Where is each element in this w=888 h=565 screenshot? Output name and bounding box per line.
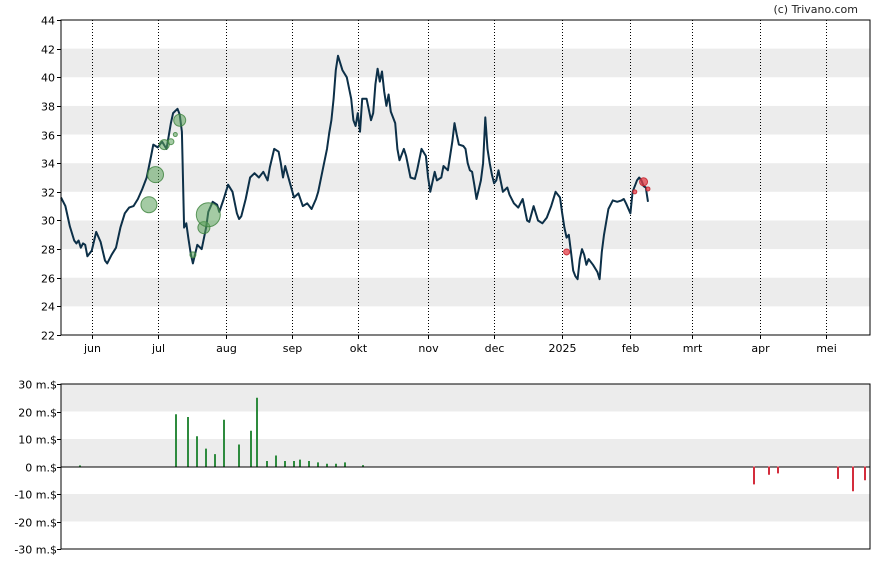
y-tick-label: 24 <box>41 301 55 314</box>
buy-bubble <box>189 251 197 259</box>
y-tick-label: 44 <box>41 15 55 28</box>
y-tick-label: 30 <box>41 215 55 228</box>
y-tick-label: 28 <box>41 244 55 257</box>
volume-bar-positive <box>293 461 295 467</box>
price-x-axis: jun jul aug sep okt nov dec 2025 feb mrt apr mei <box>83 335 837 355</box>
volume-plot-frame <box>60 383 871 550</box>
volume-bar-positive <box>238 444 240 467</box>
price-bubbles <box>140 113 651 259</box>
volume-bar-negative <box>768 466 770 475</box>
x-tick-label: mei <box>816 342 837 355</box>
volume-grid-bands <box>61 384 870 522</box>
x-tick-label: apr <box>751 342 770 355</box>
volume-bar-positive <box>250 430 252 467</box>
volume-y-tick-label: -20 m.$ <box>14 517 57 530</box>
price-grid-band <box>61 105 870 135</box>
y-tick-label: 42 <box>41 44 55 57</box>
volume-bar-positive <box>344 462 346 467</box>
price-plot-frame <box>60 19 871 336</box>
buy-bubble <box>173 113 187 127</box>
x-tick-label: aug <box>216 342 237 355</box>
y-tick-label: 22 <box>41 330 55 343</box>
volume-bar-positive <box>299 459 301 467</box>
volume-bar-positive <box>187 417 189 467</box>
sell-bubble <box>632 189 638 195</box>
buy-bubble <box>172 132 178 138</box>
sell-bubble <box>639 177 649 187</box>
price-line-layer <box>60 54 649 281</box>
volume-y-tick-label: -30 m.$ <box>14 544 57 557</box>
y-tick-label: 36 <box>41 130 55 143</box>
buy-bubble <box>147 166 165 184</box>
volume-bar-positive <box>214 454 216 467</box>
volume-y-tick-label: 30 m.$ <box>18 379 57 392</box>
volume-bar-negative <box>864 466 866 481</box>
x-tick-label: mrt <box>683 342 703 355</box>
volume-bar-positive <box>335 463 337 467</box>
y-tick-label: 26 <box>41 273 55 286</box>
credit-label: (c) Trivano.com <box>773 3 858 16</box>
buy-bubble <box>195 202 221 228</box>
volume-bar-positive <box>362 465 364 467</box>
volume-bar-positive <box>175 414 177 467</box>
volume-bar-positive <box>284 461 286 467</box>
x-tick-label: jul <box>151 342 165 355</box>
price-grid-band <box>61 220 870 250</box>
volume-bar-positive <box>205 448 207 467</box>
volume-bar-positive <box>256 397 258 467</box>
volume-bar-positive <box>223 419 225 467</box>
volume-bar-negative <box>837 466 839 479</box>
x-tick-label: feb <box>622 342 640 355</box>
volume-grid-band <box>61 439 870 467</box>
x-tick-label: dec <box>485 342 505 355</box>
buy-bubble <box>167 138 175 146</box>
price-grid-band <box>61 48 870 78</box>
y-tick-label: 40 <box>41 72 55 85</box>
volume-grid-band <box>61 384 870 412</box>
price-y-axis: 22 24 26 28 30 32 34 36 38 40 42 44 <box>41 15 61 343</box>
volume-y-tick-label: 0 m.$ <box>25 462 57 475</box>
volume-bar-positive <box>79 465 81 467</box>
y-tick-label: 32 <box>41 187 55 200</box>
price-grid-band <box>61 277 870 307</box>
volume-y-tick-label: -10 m.$ <box>14 489 57 502</box>
volume-bar-positive <box>275 455 277 467</box>
price-grid-band <box>61 163 870 192</box>
volume-bar-positive <box>317 462 319 467</box>
x-tick-label: sep <box>283 342 302 355</box>
volume-bar-negative <box>852 466 854 492</box>
buy-bubble <box>140 196 158 214</box>
volume-y-tick-label: 10 m.$ <box>18 434 57 447</box>
x-tick-label: okt <box>350 342 368 355</box>
volume-y-tick-label: 20 m.$ <box>18 407 57 420</box>
sell-bubble <box>645 186 651 192</box>
x-tick-label: nov <box>418 342 439 355</box>
y-tick-label: 34 <box>41 158 55 171</box>
x-tick-label: 2025 <box>549 342 577 355</box>
x-tick-label: jun <box>83 342 101 355</box>
sell-bubble <box>563 248 571 256</box>
volume-y-axis: -30 m.$ -20 m.$ -10 m.$ 0 m.$ 10 m.$ 20 m.$ 30… <box>14 379 61 557</box>
volume-bar-positive <box>266 461 268 467</box>
volume-bar-negative <box>753 466 755 485</box>
volume-bar-negative <box>777 466 779 474</box>
volume-bars <box>79 397 866 492</box>
price-series-line <box>60 54 649 281</box>
volume-grid-band <box>61 494 870 522</box>
volume-bar-positive <box>326 463 328 467</box>
volume-bar-positive <box>308 461 310 467</box>
volume-bar-positive <box>196 436 198 467</box>
y-tick-label: 38 <box>41 101 55 114</box>
price-grid-bands <box>61 48 870 307</box>
